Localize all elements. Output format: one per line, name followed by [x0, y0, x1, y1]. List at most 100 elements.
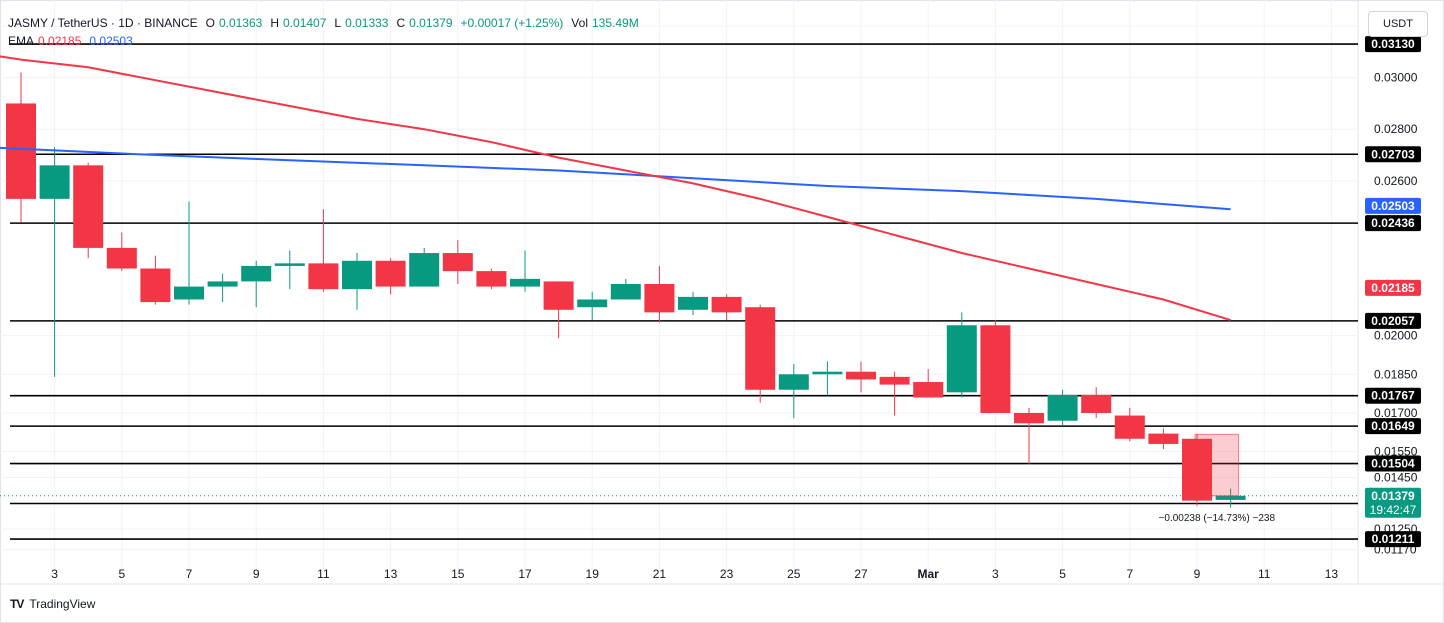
candle-body: [1047, 394, 1078, 421]
volume-value: 135.49M: [591, 16, 639, 30]
candle-body: [6, 103, 36, 199]
candle-body: [1215, 495, 1246, 500]
candle-body: [1182, 438, 1212, 501]
tradingview-label: TradingView: [29, 597, 96, 611]
candle-body: [1081, 394, 1112, 413]
candle-body: [678, 296, 708, 310]
candle-body: [778, 374, 809, 390]
change-value: +0.00017 (+1.25%): [460, 16, 564, 30]
ema-red-price-label-bg: [1365, 279, 1421, 296]
level-price-label: 0.01767: [1371, 389, 1415, 403]
chart-legend: JASMY / TetherUS · 1D · BINANCE O 0.01363…: [8, 14, 643, 50]
level-price-label: 0.02436: [1371, 216, 1415, 230]
time-tick-label: 11: [317, 567, 330, 581]
candle-body: [913, 382, 944, 398]
ohlc-legend-row: JASMY / TetherUS · 1D · BINANCE O 0.01363…: [8, 14, 643, 32]
high-value: 0.01407: [283, 16, 327, 30]
time-tick-label: 9: [253, 567, 260, 581]
candle-body: [543, 281, 574, 310]
time-tick-label: 3: [992, 567, 999, 581]
level-price-label-bg: [1365, 418, 1421, 435]
level-price-label: 0.01649: [1371, 419, 1415, 433]
level-price-label-bg: [1365, 215, 1421, 232]
low-label: L: [334, 16, 342, 30]
ema-blue-price-label-bg: [1365, 197, 1421, 214]
current-price-label: 0.01379: [1371, 489, 1415, 503]
price-tick-label: 0.02600: [1374, 174, 1418, 188]
candle-body: [812, 371, 843, 375]
candle-body: [577, 299, 608, 308]
ema-red-value: 0.02185: [38, 34, 82, 48]
candle-body: [610, 284, 641, 300]
candle-body: [946, 325, 977, 393]
candle-body: [879, 376, 910, 385]
level-price-label-bg: [1365, 36, 1421, 53]
time-tick-label: 13: [384, 567, 398, 581]
price-tick-label: 0.01450: [1374, 470, 1418, 484]
level-price-label: 0.02057: [1371, 314, 1415, 328]
candle-body: [745, 307, 776, 390]
candle-body: [342, 260, 372, 290]
time-tick-label: 23: [720, 567, 734, 581]
candle-body: [39, 165, 70, 199]
candle-body: [375, 260, 406, 287]
close-value: 0.01379: [409, 16, 453, 30]
level-price-label-bg: [1365, 146, 1421, 163]
open-label: O: [205, 16, 215, 30]
candle-body: [73, 165, 104, 248]
time-tick-label: 21: [653, 567, 667, 581]
time-tick-label: 5: [1059, 567, 1066, 581]
tradingview-branding[interactable]: TV TradingView: [10, 597, 95, 611]
candle-body: [476, 271, 507, 287]
time-tick-label: 13: [1325, 567, 1339, 581]
candle-body: [510, 278, 540, 287]
level-price-label: 0.01211: [1372, 532, 1415, 546]
time-tick-label: 17: [518, 567, 532, 581]
ema-red-price-label: 0.02185: [1371, 281, 1415, 295]
time-tick-label: 7: [186, 567, 193, 581]
price-tick-label: 0.01550: [1374, 445, 1418, 459]
ema-red-line: [0, 55, 1231, 322]
ema-blue-line: [0, 146, 1231, 211]
countdown-label: 19:42:47: [1370, 503, 1417, 517]
price-tick-label: 0.01850: [1374, 367, 1418, 381]
level-price-label-bg: [1365, 312, 1421, 329]
ema-label: EMA: [8, 34, 35, 48]
ema-legend-row[interactable]: EMA 0.02185 0.02503: [8, 32, 643, 50]
close-label: C: [396, 16, 406, 30]
candle-body: [274, 263, 305, 266]
candle-body: [442, 253, 473, 272]
low-value: 0.01333: [345, 16, 389, 30]
price-tick-label: 0.02000: [1374, 329, 1418, 343]
symbol-title[interactable]: JASMY / TetherUS · 1D · BINANCE: [8, 16, 198, 30]
candle-body: [140, 268, 171, 303]
time-tick-label: 15: [451, 567, 465, 581]
price-tick-label: 0.03000: [1374, 71, 1418, 85]
open-value: 0.01363: [218, 16, 263, 30]
candle-body: [241, 265, 272, 282]
currency-button[interactable]: USDT: [1368, 11, 1428, 37]
time-tick-label: Mar: [918, 567, 940, 581]
time-tick-label: 19: [586, 567, 600, 581]
level-price-label: 0.02703: [1371, 147, 1415, 161]
level-price-label-bg: [1365, 455, 1421, 472]
candle-body: [846, 371, 876, 380]
level-price-label: 0.01504: [1371, 457, 1415, 471]
candle-body: [980, 325, 1011, 413]
time-tick-label: 27: [854, 567, 868, 581]
candle-body: [1014, 412, 1044, 424]
candle-body: [711, 296, 742, 313]
ema-blue-value: 0.02503: [89, 34, 133, 48]
candle-body: [644, 284, 675, 313]
price-tick-label: 0.01700: [1374, 406, 1418, 420]
level-price-label-bg: [1365, 387, 1421, 404]
ema-blue-price-label: 0.02503: [1371, 199, 1415, 213]
candle-body: [207, 281, 238, 287]
measurement-box: [1194, 433, 1240, 497]
candle-body: [409, 253, 440, 287]
current-price-bg: [1365, 487, 1421, 518]
candle-body: [1148, 433, 1179, 444]
time-tick-label: 5: [118, 567, 125, 581]
